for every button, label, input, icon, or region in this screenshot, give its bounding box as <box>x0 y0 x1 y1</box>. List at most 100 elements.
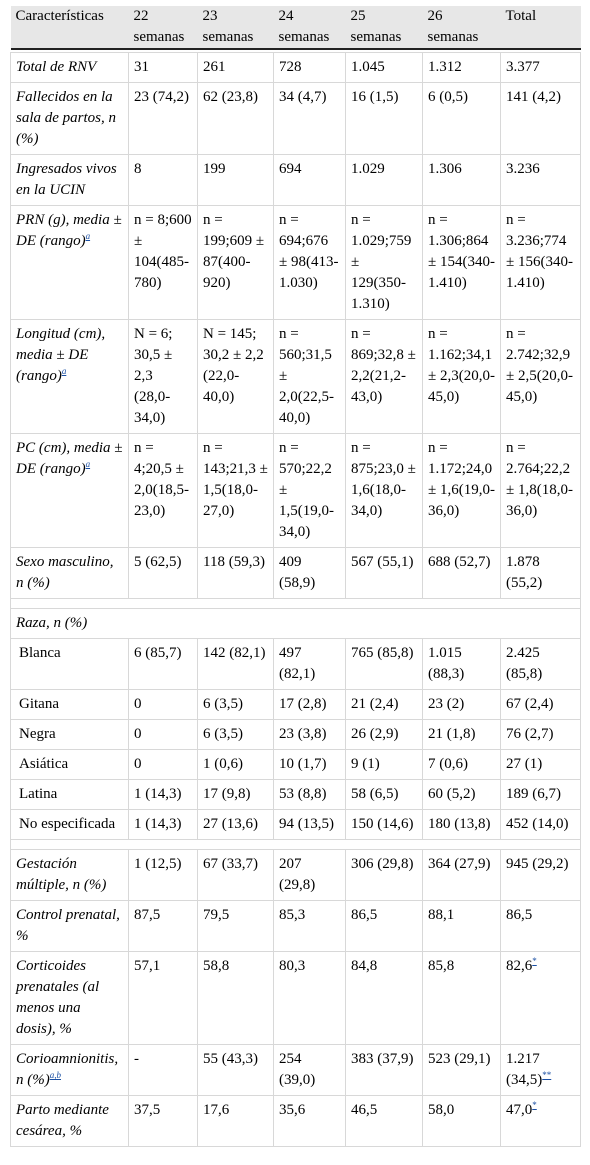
cell-value: 55 (43,3) <box>203 1051 258 1067</box>
table-cell: 0 <box>128 719 198 750</box>
cell-value: 497 (82,1) <box>279 645 316 682</box>
row-label: Parto mediante cesárea, % <box>10 1095 129 1147</box>
table-cell: 207 (29,8) <box>273 849 346 901</box>
row-label: Asiática <box>10 749 129 780</box>
cell-value: 23 (3,8) <box>279 726 327 742</box>
cell-value: 6 (85,7) <box>134 645 182 661</box>
row-label-text: Sexo masculino, n (%) <box>16 554 114 591</box>
table-cell: 8 <box>128 154 198 206</box>
cell-value: n = 570;22,2 ± 1,5(19,0-34,0) <box>279 440 334 540</box>
table-cell: 58 (6,5) <box>345 779 423 810</box>
table-row: Gitana 0 6 (3,5) 17 (2,8) 21 (2,4) 23 (2) 67 (… <box>10 689 581 720</box>
table-cell: 21 (1,8) <box>422 719 501 750</box>
footnote-link[interactable]: a <box>85 231 91 241</box>
table-cell: 6 (0,5) <box>422 82 501 155</box>
table-cell: 85,8 <box>422 951 501 1045</box>
cell-value: 1 (12,5) <box>134 856 182 872</box>
total-cell: 2.425 (85,8) <box>500 638 581 690</box>
cell-value: 86,5 <box>506 907 533 923</box>
cell-value: 409 (58,9) <box>279 554 316 591</box>
total-cell: n = 2.764;22,2 ± 1,8(18,0-36,0) <box>500 433 581 548</box>
table-cell: 1.312 <box>422 52 501 83</box>
cell-value: N = 145; 30,2 ± 2,2 (22,0-40,0) <box>203 326 264 405</box>
table-cell: 497 (82,1) <box>273 638 346 690</box>
section-heading-row: Raza, n (%) <box>10 608 581 639</box>
row-label-text: Corioamnionitis, n (%) <box>16 1051 119 1088</box>
section-separator <box>10 839 581 850</box>
row-label-text: Negra <box>19 726 56 742</box>
table-cell: 9 (1) <box>345 749 423 780</box>
cell-value: 2.425 (85,8) <box>506 645 543 682</box>
table-cell: 58,8 <box>197 951 274 1045</box>
table-row: Latina 1 (14,3) 17 (9,8) 53 (8,8) 58 (6,5) 60… <box>10 779 581 810</box>
table-cell: 10 (1,7) <box>273 749 346 780</box>
row-label-text: Asiática <box>19 756 69 772</box>
total-cell: 945 (29,2) <box>500 849 581 901</box>
significance-footnote-link[interactable]: * <box>532 1100 537 1110</box>
cell-value: 1 (14,3) <box>134 786 182 802</box>
cell-value: 86,5 <box>351 907 378 923</box>
cell-value: 35,6 <box>279 1102 306 1118</box>
section-separator <box>10 598 581 609</box>
table-cell: 1 (14,3) <box>128 779 198 810</box>
cell-value: 1.312 <box>428 59 462 75</box>
row-label: Longitud (cm), media ± DE (rango)a <box>10 319 129 434</box>
table-cell: n = 869;32,8 ± 2,2(21,2-43,0) <box>345 319 423 434</box>
cell-value: 1 (14,3) <box>134 816 182 832</box>
table-cell: 306 (29,8) <box>345 849 423 901</box>
row-label: Negra <box>10 719 129 750</box>
table-cell: 0 <box>128 689 198 720</box>
table-cell: 37,5 <box>128 1095 198 1147</box>
cell-value: 34 (4,7) <box>279 89 327 105</box>
total-cell: 86,5 <box>500 900 581 952</box>
significance-footnote-link[interactable]: ** <box>542 1070 552 1080</box>
table-cell: 1 (0,6) <box>197 749 274 780</box>
table-cell: 1 (14,3) <box>128 809 198 840</box>
cell-value: 58 (6,5) <box>351 786 399 802</box>
row-label-text: Total de RNV <box>16 59 97 75</box>
total-cell: 3.236 <box>500 154 581 206</box>
table-cell: 142 (82,1) <box>197 638 274 690</box>
table-cell: n = 1.172;24,0 ± 1,6(19,0-36,0) <box>422 433 501 548</box>
cell-value: n = 1.172;24,0 ± 1,6(19,0-36,0) <box>428 440 495 519</box>
cell-value: 261 <box>203 59 226 75</box>
table-row: Parto mediante cesárea, % 37,5 17,6 35,6 46,… <box>10 1095 581 1147</box>
table-cell: 383 (37,9) <box>345 1044 423 1096</box>
row-label: Ingresados vivos en la UCIN <box>10 154 129 206</box>
cell-value: 1.015 (88,3) <box>428 645 465 682</box>
footnote-link[interactable]: a <box>85 459 91 469</box>
cell-value: 8 <box>134 161 142 177</box>
cell-value: n = 2.742;32,9 ± 2,5(20,0-45,0) <box>506 326 573 405</box>
row-label: Latina <box>10 779 129 810</box>
row-label: Corticoides prenatales (al menos una dos… <box>10 951 129 1045</box>
table-cell: 85,3 <box>273 900 346 952</box>
cell-value: n = 694;676 ± 98(413-1.030) <box>279 212 339 291</box>
cell-value: 53 (8,8) <box>279 786 327 802</box>
table-row: Gestación múltiple, n (%) 1 (12,5) 67 (33,… <box>10 849 581 901</box>
characteristics-table: Características 22 semanas 23 semanas 24 se… <box>10 6 581 1147</box>
cell-value: n = 2.764;22,2 ± 1,8(18,0-36,0) <box>506 440 573 519</box>
cell-value: 21 (1,8) <box>428 726 476 742</box>
total-cell: 82,6* <box>500 951 581 1045</box>
row-label: PRN (g), media ± DE (rango)a <box>10 205 129 320</box>
cell-value: 9 (1) <box>351 756 380 772</box>
column-header: 26 semanas <box>422 6 501 50</box>
total-cell: 27 (1) <box>500 749 581 780</box>
table-cell: 261 <box>197 52 274 83</box>
table-cell: 86,5 <box>345 900 423 952</box>
row-label-text: Gestación múltiple, n (%) <box>16 856 107 893</box>
table-cell: 79,5 <box>197 900 274 952</box>
table-row: Ingresados vivos en la UCIN 8 199 694 1.029 1… <box>10 154 581 206</box>
row-label: PC (cm), media ± DE (rango)a <box>10 433 129 548</box>
table-cell: 6 (3,5) <box>197 719 274 750</box>
footnote-link[interactable]: a <box>61 366 67 376</box>
row-label: Fallecidos en la sala de partos, n (%) <box>10 82 129 155</box>
row-label-text: Fallecidos en la sala de partos, n (%) <box>16 89 117 147</box>
significance-footnote-link[interactable]: * <box>532 956 537 966</box>
table-cell: 60 (5,2) <box>422 779 501 810</box>
cell-value: 17,6 <box>203 1102 230 1118</box>
table-cell: 55 (43,3) <box>197 1044 274 1096</box>
footnote-link[interactable]: a,b <box>49 1070 61 1080</box>
table-cell: n = 143;21,3 ± 1,5(18,0-27,0) <box>197 433 274 548</box>
cell-value: N = 6; 30,5 ± 2,3 (28,0-34,0) <box>134 326 173 426</box>
